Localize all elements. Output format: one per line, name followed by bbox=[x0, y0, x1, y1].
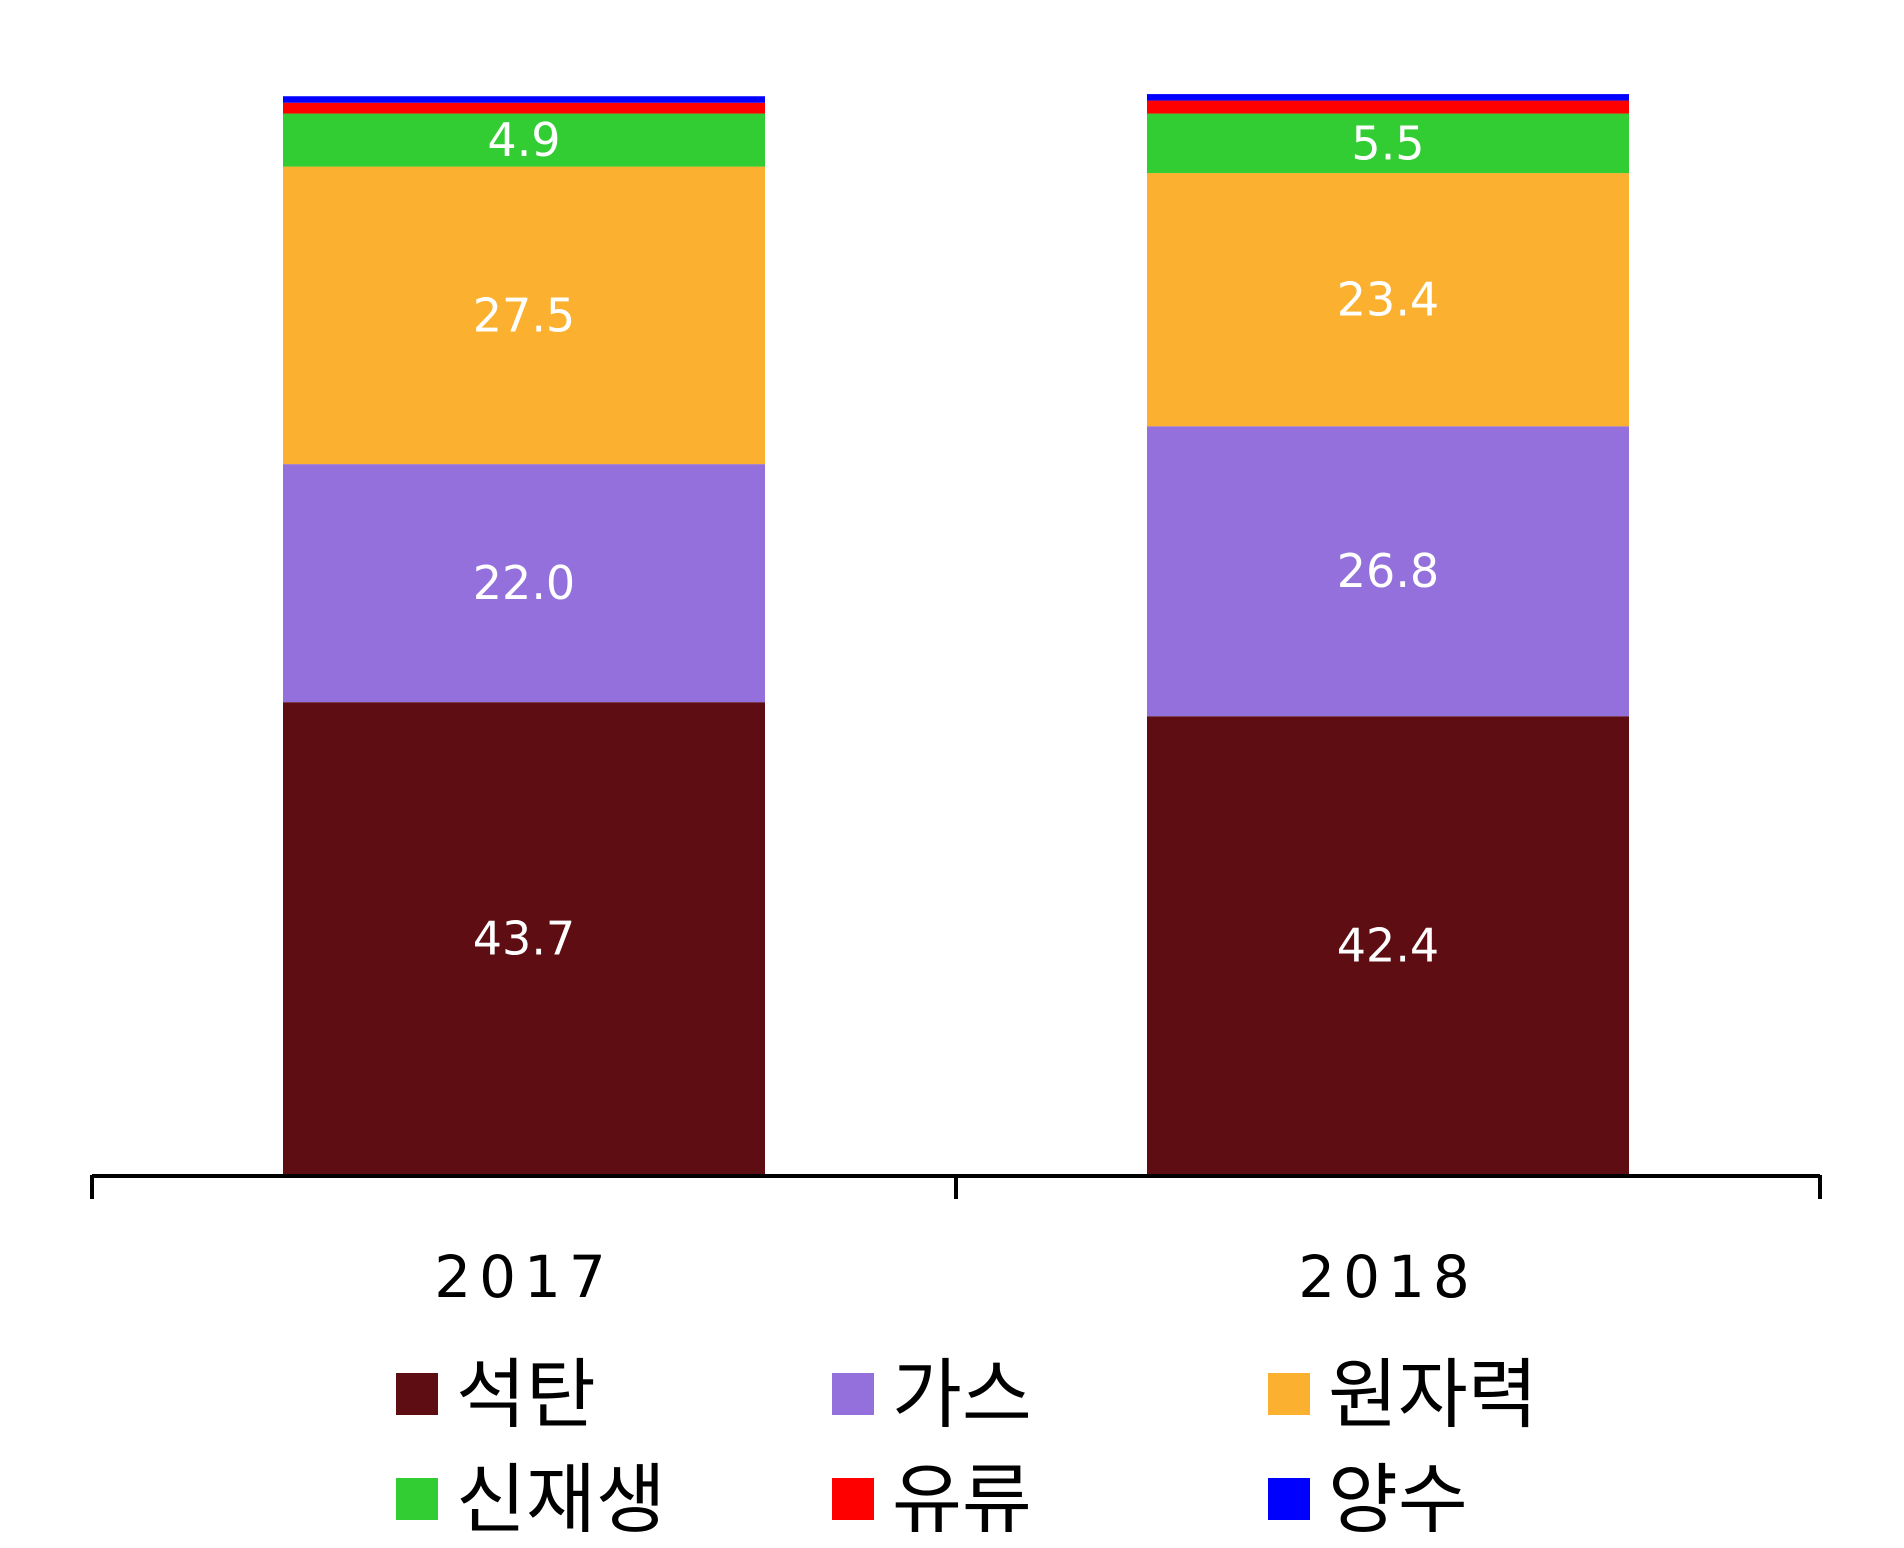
legend-label-3: 신재생 bbox=[456, 1455, 666, 1544]
data-label-2018-1: 26.8 bbox=[1337, 544, 1439, 598]
data-label-2017-2: 27.5 bbox=[473, 288, 575, 342]
bar-segment-2018-4 bbox=[1147, 100, 1629, 114]
data-label-2017-3: 4.9 bbox=[487, 113, 560, 167]
category-label-2017: 2017 bbox=[434, 1243, 614, 1311]
data-label-2017-1: 22.0 bbox=[473, 556, 575, 610]
category-label-2018: 2018 bbox=[1298, 1243, 1478, 1311]
legend-label-0: 석탄 bbox=[456, 1350, 596, 1439]
legend-swatch-4 bbox=[832, 1478, 874, 1520]
data-label-2017-0: 43.7 bbox=[473, 912, 575, 966]
bar-segment-2018-3 bbox=[1147, 113, 1629, 174]
category-labels: 2017 2018 bbox=[434, 1243, 1478, 1311]
legend-swatch-5 bbox=[1268, 1478, 1310, 1520]
data-label-2018-2: 23.4 bbox=[1337, 273, 1439, 327]
legend-swatch-1 bbox=[832, 1373, 874, 1415]
data-label-2018-0: 42.4 bbox=[1337, 919, 1439, 973]
bar-segment-2017-0 bbox=[283, 702, 765, 1175]
data-label-2018-3: 5.5 bbox=[1351, 116, 1424, 170]
bar-segment-2017-3 bbox=[283, 113, 765, 167]
bar-segment-2017-1 bbox=[283, 464, 765, 703]
legend-label-4: 유류 bbox=[892, 1455, 1032, 1544]
bar-segment-2018-2 bbox=[1147, 173, 1629, 427]
bar-segment-2017-5 bbox=[283, 96, 765, 103]
x-axis bbox=[90, 1174, 1822, 1199]
legend-swatch-0 bbox=[396, 1373, 438, 1415]
legend-label-5: 양수 bbox=[1328, 1455, 1468, 1544]
legend-swatch-3 bbox=[396, 1478, 438, 1520]
legend-label-2: 원자력 bbox=[1328, 1350, 1538, 1439]
bars-group: 43.7 22.0 27.5 4.9 42.4 26.8 23.4 5.5 bbox=[283, 94, 1629, 1175]
bar-segment-2018-0 bbox=[1147, 716, 1629, 1175]
bar-segment-2018-5 bbox=[1147, 94, 1629, 101]
legend-label-1: 가스 bbox=[892, 1350, 1032, 1439]
bar-segment-2018-1 bbox=[1147, 426, 1629, 717]
bar-segment-2017-4 bbox=[283, 102, 765, 114]
legend-swatch-2 bbox=[1268, 1373, 1310, 1415]
bar-segment-2017-2 bbox=[283, 166, 765, 465]
